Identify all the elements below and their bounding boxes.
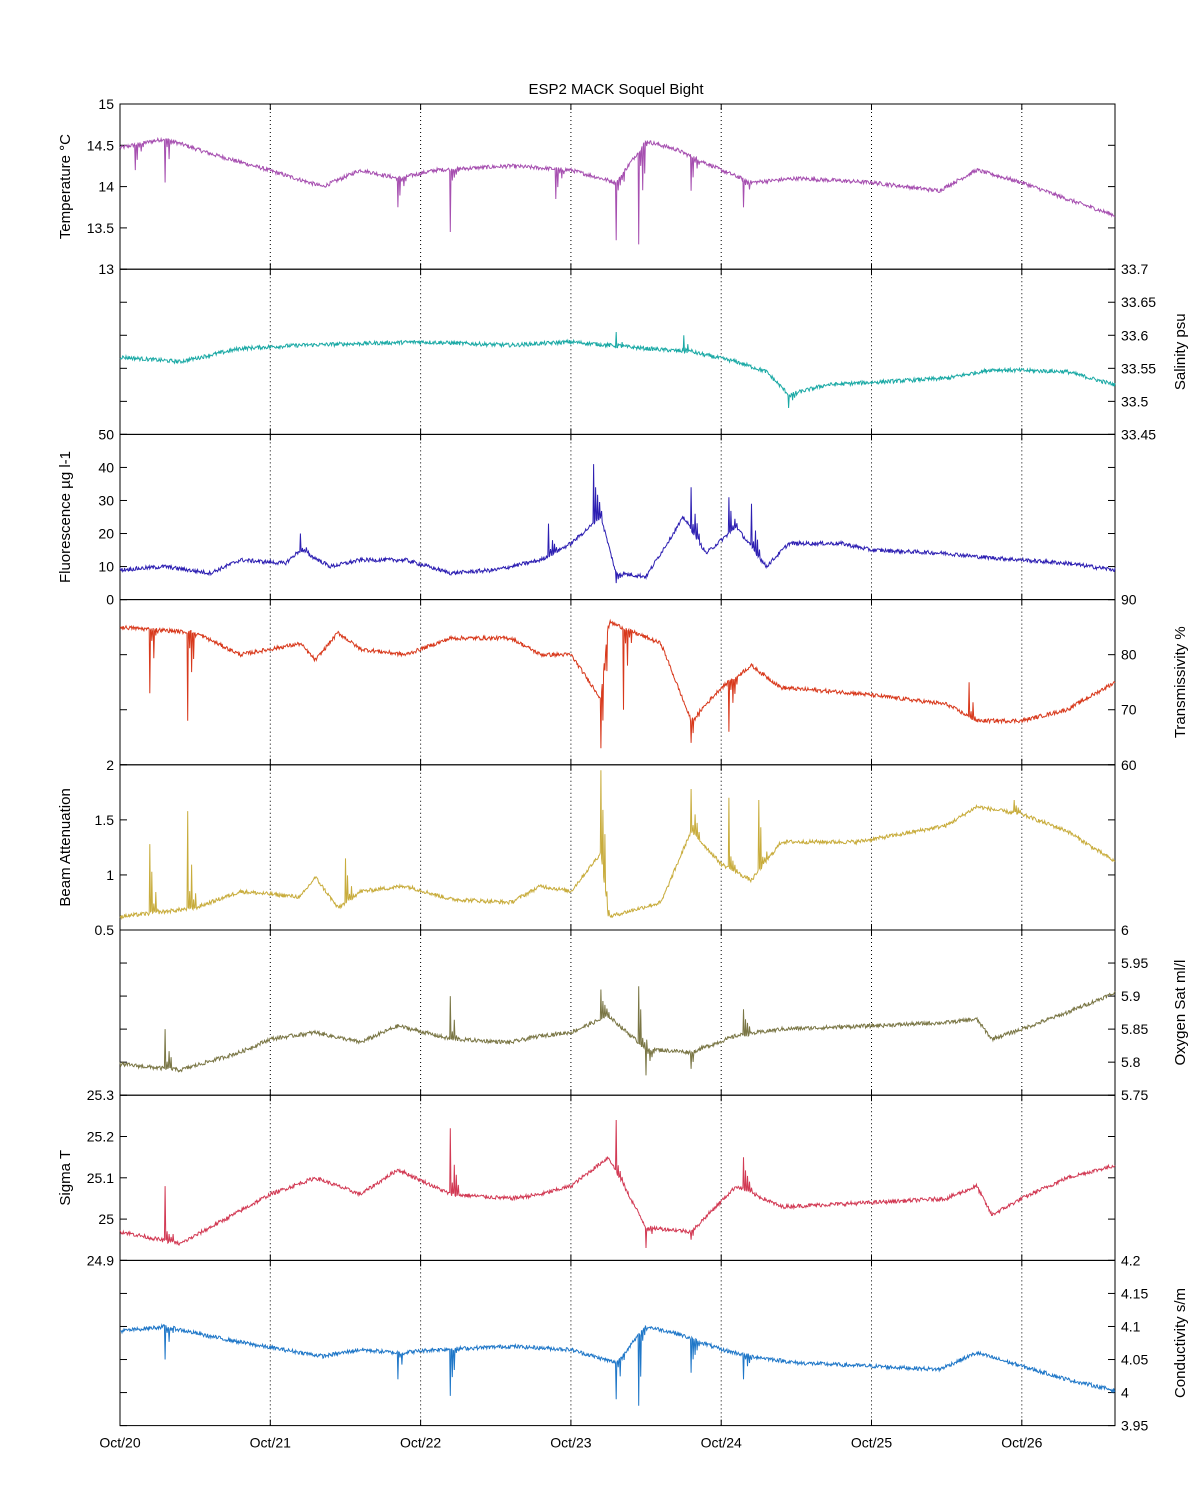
panel-frame [119, 268, 1116, 435]
y-tick-label: 4.05 [1121, 1352, 1148, 1368]
chart-title: ESP2 MACK Soquel Bight [528, 81, 704, 98]
y-tick-label: 10 [98, 559, 114, 575]
panel-frame [119, 599, 1116, 766]
y-tick-label: 5.85 [1121, 1021, 1148, 1037]
series-line [119, 1323, 1116, 1406]
y-tick-label: 33.5 [1121, 393, 1148, 409]
y-tick-label: 60 [1121, 757, 1137, 773]
x-axis: Oct/20 Oct/21 Oct/22 Oct/23 Oct/24 Oct/25 Oct/… [99, 1435, 1042, 1451]
series-line [119, 136, 1116, 245]
y-tick-label: 70 [1121, 702, 1137, 718]
y-tick-label: 80 [1121, 647, 1137, 663]
panel-salinity-psu: 33.45 33.5 33.55 33.6 33.65 33.7 Salinity psu [119, 261, 1189, 442]
x-tick-label: Oct/22 [400, 1435, 441, 1451]
y-tick-label: 33.65 [1121, 294, 1156, 310]
y-tick-label: 33.6 [1121, 327, 1148, 343]
y-axis-title: Beam Attenuation [57, 788, 74, 906]
y-tick-label: 2 [106, 757, 114, 773]
series-line [119, 986, 1116, 1076]
panel-sigma-t: 24.9 25 25.1 25.2 25.3 Sigma T [57, 1087, 1116, 1268]
y-tick-label: 4.1 [1121, 1318, 1141, 1334]
x-tick-label: Oct/23 [550, 1435, 591, 1451]
x-tick-label: Oct/25 [851, 1435, 892, 1451]
panel-transmissivity: 60 70 80 90 Transmissivity % [119, 592, 1189, 773]
y-tick-label: 0.5 [95, 922, 115, 938]
y-axis-title: Conductivity s/m [1172, 1288, 1189, 1398]
y-tick-label: 5.75 [1121, 1087, 1148, 1103]
panel-temperature-c: 13 13.5 14 14.5 15 Temperature °C [57, 96, 1116, 277]
panel-frame [119, 1259, 1116, 1427]
x-tick-label: Oct/20 [99, 1435, 140, 1451]
y-tick-label: 1 [106, 867, 114, 883]
y-tick-label: 90 [1121, 592, 1137, 608]
panel-beam-attenuation: 0.5 1 1.5 2 Beam Attenuation [57, 757, 1116, 938]
y-axis-title: Fluorescence µg l-1 [57, 451, 74, 583]
y-tick-label: 33.45 [1121, 426, 1156, 442]
y-tick-label: 25.1 [87, 1170, 114, 1186]
y-tick-label: 14.5 [87, 137, 114, 153]
y-tick-label: 25.2 [87, 1129, 114, 1145]
x-tick-label: Oct/21 [250, 1435, 291, 1451]
y-tick-label: 0 [106, 592, 114, 608]
panel-oxygen-sat-ml-l: 5.75 5.8 5.85 5.9 5.95 6 Oxygen Sat ml/l [119, 922, 1189, 1103]
series-line [119, 331, 1116, 409]
series-line [119, 1119, 1116, 1249]
y-tick-label: 4.2 [1121, 1252, 1141, 1268]
series-line [119, 464, 1116, 584]
y-tick-label: 40 [98, 459, 114, 475]
y-tick-label: 25 [98, 1211, 114, 1227]
y-tick-label: 24.9 [87, 1252, 114, 1268]
y-tick-label: 13 [98, 261, 114, 277]
y-axis-title: Sigma T [57, 1150, 74, 1206]
y-tick-label: 20 [98, 526, 114, 542]
y-tick-label: 14 [98, 179, 114, 195]
y-tick-label: 4 [1121, 1385, 1129, 1401]
y-axis-title: Salinity psu [1172, 313, 1189, 390]
y-tick-label: 4.15 [1121, 1285, 1148, 1301]
panel-frame [119, 929, 1116, 1096]
series-line [119, 770, 1116, 921]
y-tick-label: 33.55 [1121, 360, 1156, 376]
panel-conductivity-s-m: 3.95 4 4.05 4.1 4.15 4.2 Conductivity s/m [119, 1252, 1189, 1434]
y-axis-title: Temperature °C [57, 134, 74, 239]
y-tick-label: 5.8 [1121, 1054, 1141, 1070]
panel-frame [119, 1094, 1116, 1261]
y-tick-label: 33.7 [1121, 261, 1148, 277]
y-tick-label: 5.95 [1121, 955, 1148, 971]
panel-frame [119, 764, 1116, 931]
panel-fluorescence-g-l: 0 10 20 30 40 50 Fluorescence µg l-1 [57, 426, 1116, 608]
x-tick-label: Oct/24 [701, 1435, 742, 1451]
y-tick-label: 30 [98, 492, 114, 508]
x-tick-label: Oct/26 [1001, 1435, 1042, 1451]
y-tick-label: 1.5 [95, 812, 115, 828]
y-tick-label: 13.5 [87, 220, 114, 236]
y-tick-label: 6 [1121, 922, 1129, 938]
y-tick-label: 5.9 [1121, 988, 1141, 1004]
y-axis-title: Oxygen Sat ml/l [1172, 960, 1189, 1066]
series-line [119, 618, 1116, 749]
y-axis-title: Transmissivity % [1172, 626, 1189, 738]
y-tick-label: 25.3 [87, 1087, 114, 1103]
y-tick-label: 50 [98, 426, 114, 442]
y-tick-label: 15 [98, 96, 114, 112]
y-tick-label: 3.95 [1121, 1418, 1148, 1434]
